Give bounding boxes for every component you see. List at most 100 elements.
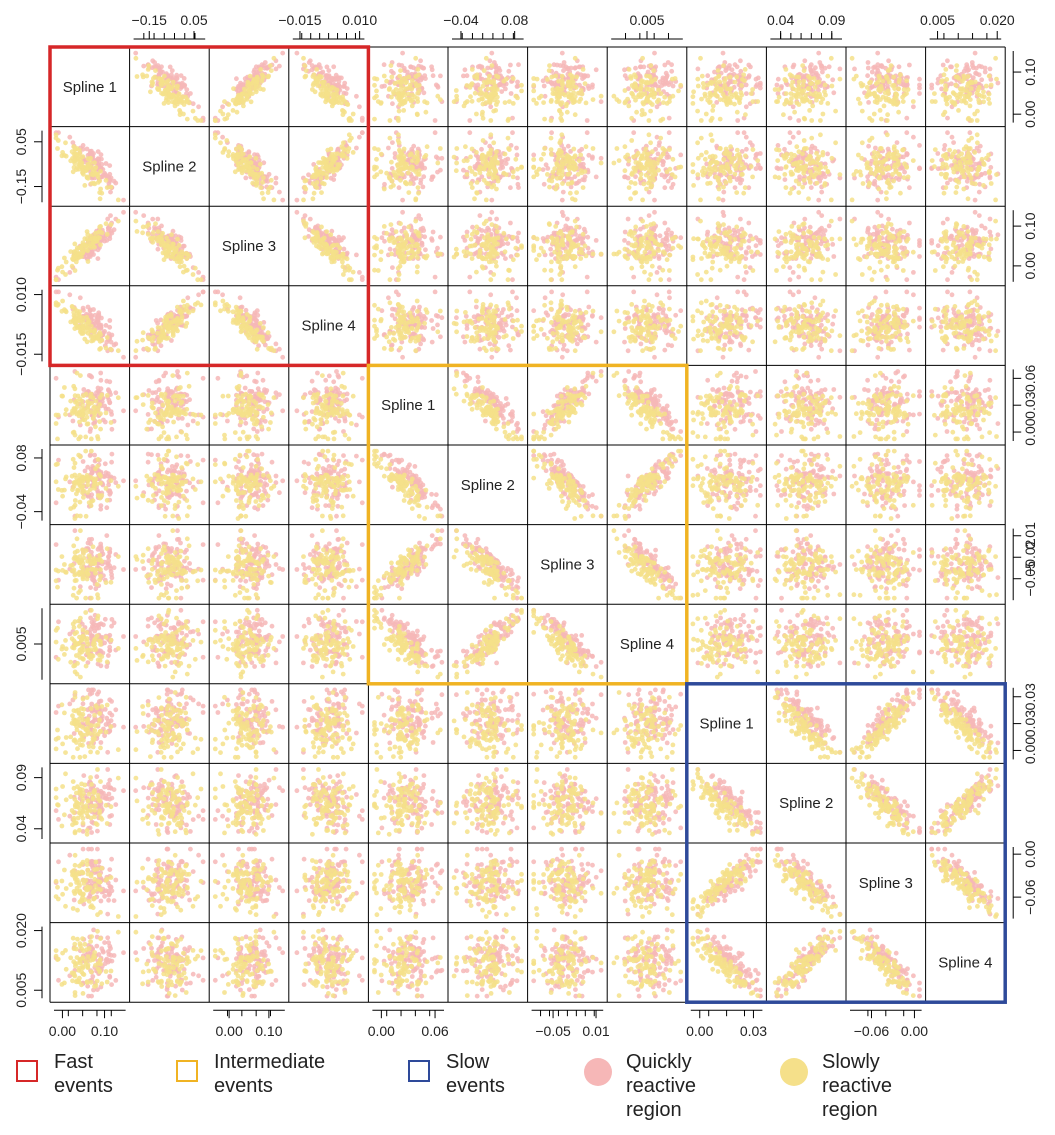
scatter-point xyxy=(190,971,196,977)
scatter-point xyxy=(593,796,599,802)
scatter-point xyxy=(704,927,710,933)
scatter-point xyxy=(421,773,427,778)
scatter-point xyxy=(72,528,78,534)
scatter-point xyxy=(326,373,332,379)
scatter-point xyxy=(942,846,948,852)
scatter-point xyxy=(234,76,239,82)
scatter-point xyxy=(787,140,793,146)
scatter-point xyxy=(948,561,954,567)
scatter-point xyxy=(753,868,758,874)
scatter-point xyxy=(951,140,956,146)
scatter-point xyxy=(805,385,811,391)
scatter-point xyxy=(929,389,935,394)
scatter-point xyxy=(255,370,261,376)
scatter-point xyxy=(586,391,592,397)
scatter-point xyxy=(741,277,747,283)
scatter-point xyxy=(71,897,77,903)
scatter-point xyxy=(673,312,679,318)
scatter-point xyxy=(865,73,870,79)
scatter-point xyxy=(419,993,425,999)
scatter-point xyxy=(200,977,206,983)
scatter-point xyxy=(673,418,679,424)
scatter-point xyxy=(190,817,196,822)
scatter-point xyxy=(337,779,343,785)
scatter-point xyxy=(454,967,459,973)
scatter-point xyxy=(387,927,393,933)
scatter-point xyxy=(593,67,599,73)
scatter-point xyxy=(508,846,514,852)
scatter-point xyxy=(585,234,591,240)
scatter-point xyxy=(895,513,901,519)
scatter-point xyxy=(831,387,837,392)
scatter-point xyxy=(56,977,61,983)
scatter-point xyxy=(344,794,350,800)
scatter-point xyxy=(359,457,365,463)
scatter-point xyxy=(598,692,604,698)
scatter-point xyxy=(622,788,628,794)
scatter-point xyxy=(462,378,468,384)
scatter-point xyxy=(598,967,604,973)
scatter-point xyxy=(252,533,257,538)
scatter-point xyxy=(435,649,440,655)
scatter-point xyxy=(396,846,402,852)
scatter-point xyxy=(236,773,241,778)
scatter-point xyxy=(337,893,343,899)
scatter-point xyxy=(825,151,830,157)
scatter-point xyxy=(80,846,86,852)
scatter-point xyxy=(421,889,427,894)
scatter-point xyxy=(995,328,1001,334)
scatter-point xyxy=(359,577,365,583)
scatter-point xyxy=(56,817,61,822)
scatter-point xyxy=(666,130,672,136)
scatter-point xyxy=(748,648,753,654)
scatter-point xyxy=(917,547,922,553)
scatter-point xyxy=(807,224,813,230)
scatter-point xyxy=(551,927,557,933)
scatter-point xyxy=(545,312,551,318)
scatter-point xyxy=(429,339,435,345)
scatter-point xyxy=(464,649,470,655)
scatter-point xyxy=(866,143,871,149)
scatter-point xyxy=(787,619,793,625)
scatter-point xyxy=(421,735,427,740)
scatter-point xyxy=(598,155,604,161)
scatter-point xyxy=(390,265,395,270)
scatter-point xyxy=(995,232,1001,238)
scatter-point xyxy=(819,322,824,328)
scatter-point xyxy=(336,581,342,587)
scatter-point xyxy=(429,533,435,538)
scatter-point xyxy=(179,779,185,785)
scatter-point xyxy=(474,687,480,693)
scatter-point xyxy=(187,561,193,566)
scatter-point xyxy=(462,67,468,73)
scatter-point xyxy=(593,174,599,180)
scatter-point xyxy=(242,385,248,391)
scatter-point xyxy=(190,869,196,874)
scatter-point xyxy=(904,277,910,283)
scatter-point xyxy=(156,533,162,538)
scatter-point xyxy=(636,373,642,379)
scatter-point xyxy=(418,697,424,703)
scatter-point xyxy=(988,165,994,170)
scatter-point xyxy=(969,549,975,555)
scatter-point xyxy=(359,619,365,625)
scatter-point xyxy=(98,663,104,669)
scatter-point xyxy=(753,810,758,815)
scatter-point xyxy=(704,466,710,471)
scatter-point xyxy=(902,169,907,175)
scatter-point xyxy=(666,289,672,295)
scatter-point xyxy=(895,692,901,698)
scatter-point xyxy=(422,234,428,240)
scatter-point xyxy=(429,664,435,669)
scatter-point xyxy=(335,822,341,828)
scatter-point xyxy=(390,140,395,146)
scatter-point xyxy=(905,331,910,337)
scatter-point xyxy=(344,493,350,499)
scatter-point xyxy=(972,870,977,875)
scatter-point xyxy=(945,457,950,463)
scatter-point xyxy=(673,809,679,815)
scatter-point xyxy=(326,68,332,73)
scatter-point xyxy=(831,491,837,497)
scatter-point xyxy=(948,398,954,404)
scatter-point xyxy=(995,621,1001,627)
